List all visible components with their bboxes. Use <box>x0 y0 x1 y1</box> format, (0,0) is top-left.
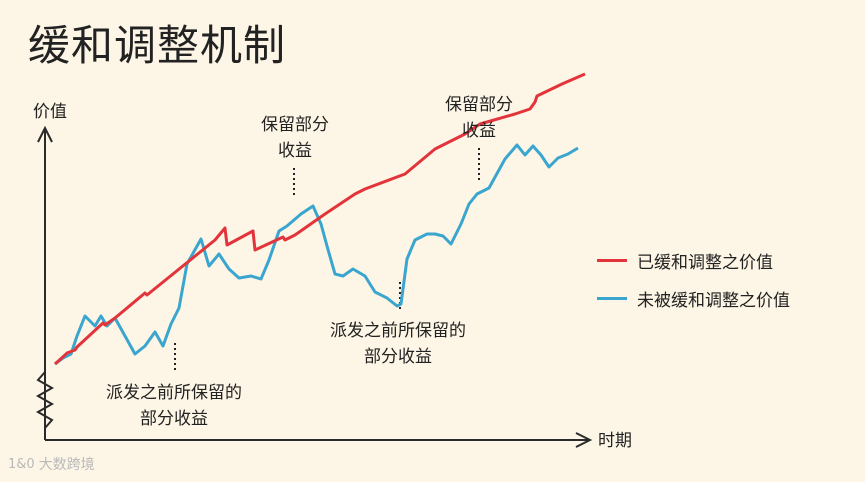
legend-label-moderated: 已缓和调整之价值 <box>637 252 773 273</box>
annotation-4: 保留部分 收益 <box>424 92 534 144</box>
annotation-4-line2: 收益 <box>462 121 496 141</box>
annotation-2-line2: 收益 <box>278 141 312 161</box>
annotation-1-line1: 派发之前所保留的 <box>106 383 242 403</box>
axis-break <box>35 371 55 429</box>
legend-swatch-blue <box>597 296 627 300</box>
legend-item-unmoderated: 未被缓和调整之价值 <box>597 285 790 311</box>
watermark-logo: 1&0 <box>8 456 35 472</box>
annotation-1: 派发之前所保留的 部分收益 <box>82 380 266 432</box>
series-line-moderated-value <box>54 143 579 366</box>
annotation-3-line1: 派发之前所保留的 <box>330 321 466 341</box>
annotation-1-line2: 部分收益 <box>140 409 208 429</box>
watermark-text: 大数跨境 <box>38 457 95 473</box>
series-line-smoothed-value <box>53 72 586 366</box>
page-title: 缓和调整机制 <box>28 21 287 70</box>
y-axis-arrow <box>37 125 53 143</box>
annotation-3-line2: 部分收益 <box>364 347 432 367</box>
x-axis-label: 时期 <box>598 431 632 451</box>
x-axis-arrow <box>575 432 593 448</box>
y-axis-label: 价值 <box>33 102 67 122</box>
annotation-3: 派发之前所保留的 部分收益 <box>306 318 490 370</box>
annotation-2-line1: 保留部分 <box>261 115 329 135</box>
legend-label-unmoderated: 未被缓和调整之价值 <box>637 290 790 311</box>
watermark: 1&0 大数跨境 <box>8 454 95 474</box>
annotation-2: 保留部分 收益 <box>240 112 350 164</box>
annotation-4-line1: 保留部分 <box>445 95 513 115</box>
legend-item-moderated: 已缓和调整之价值 <box>597 247 773 273</box>
legend-swatch-red <box>597 258 627 262</box>
